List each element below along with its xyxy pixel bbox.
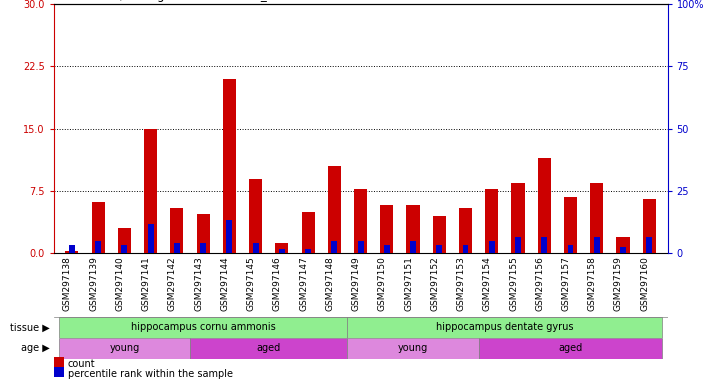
Bar [616,237,630,253]
Text: GSM297141: GSM297141 [141,257,151,311]
Text: hippocampus dentate gyrus: hippocampus dentate gyrus [436,322,573,333]
Text: GSM297153: GSM297153 [456,257,466,311]
Text: young: young [109,343,139,354]
Text: GSM297158: GSM297158 [588,257,597,311]
Bar [515,237,521,253]
Bar [171,208,183,253]
Bar [148,224,154,253]
Bar [478,338,663,359]
Bar [121,245,127,253]
Bar [118,228,131,253]
Text: GSM297152: GSM297152 [431,257,439,311]
Bar [331,241,337,253]
Bar [410,241,416,253]
Text: percentile rank within the sample: percentile rank within the sample [68,369,233,379]
Bar [643,199,655,253]
Text: GSM297149: GSM297149 [351,257,361,311]
Bar [249,179,262,253]
Bar [69,245,75,253]
Text: GSM297150: GSM297150 [378,257,387,311]
Bar [511,183,525,253]
Bar [348,338,478,359]
Bar [538,158,550,253]
Bar [486,189,498,253]
Text: GSM297145: GSM297145 [246,257,256,311]
Bar [200,243,206,253]
Bar [406,205,420,253]
Bar [568,245,573,253]
Text: GSM297148: GSM297148 [326,257,334,311]
Bar [459,208,472,253]
Text: GSM297154: GSM297154 [483,257,492,311]
Text: GDS4215 / MmugDNA.30543.1.S1_at: GDS4215 / MmugDNA.30543.1.S1_at [61,0,278,2]
Text: GSM297160: GSM297160 [640,257,649,311]
Bar [594,237,600,253]
Text: tissue ▶: tissue ▶ [10,322,50,333]
Bar [590,183,603,253]
Bar [59,317,348,338]
Bar [301,212,315,253]
Bar [348,317,663,338]
Text: GSM297147: GSM297147 [299,257,308,311]
Bar [381,205,393,253]
Bar [91,202,105,253]
Bar [328,166,341,253]
Bar [433,216,446,253]
Bar [223,79,236,253]
Bar [66,251,79,253]
Bar [279,249,285,253]
Bar [144,129,157,253]
Bar [489,241,495,253]
Text: GSM297143: GSM297143 [194,257,203,311]
Bar [305,249,311,253]
Bar [276,243,288,253]
Text: GSM297146: GSM297146 [273,257,282,311]
Text: GSM297138: GSM297138 [63,257,72,311]
Text: GSM297159: GSM297159 [614,257,623,311]
Bar [541,237,547,253]
Bar [620,247,626,253]
Bar [358,241,363,253]
Text: GSM297142: GSM297142 [168,257,177,311]
Bar [253,243,258,253]
Text: GSM297156: GSM297156 [536,257,544,311]
Text: GSM297155: GSM297155 [509,257,518,311]
Text: GSM297140: GSM297140 [116,257,124,311]
Text: aged: aged [558,343,583,354]
Text: GSM297157: GSM297157 [561,257,570,311]
Text: hippocampus cornu ammonis: hippocampus cornu ammonis [131,322,276,333]
Bar [463,245,468,253]
Text: count: count [68,359,96,369]
Text: age ▶: age ▶ [21,343,50,354]
Bar [174,243,180,253]
Bar [190,338,348,359]
Text: GSM297151: GSM297151 [404,257,413,311]
Text: young: young [398,343,428,354]
Bar [196,214,210,253]
Bar [384,245,390,253]
Bar [564,197,577,253]
Bar [354,189,367,253]
Bar [226,220,232,253]
Bar [59,338,190,359]
Bar [436,245,442,253]
Text: GSM297144: GSM297144 [221,257,229,311]
Bar [95,241,101,253]
Text: GSM297139: GSM297139 [89,257,98,311]
Text: aged: aged [256,343,281,354]
Bar [646,237,652,253]
